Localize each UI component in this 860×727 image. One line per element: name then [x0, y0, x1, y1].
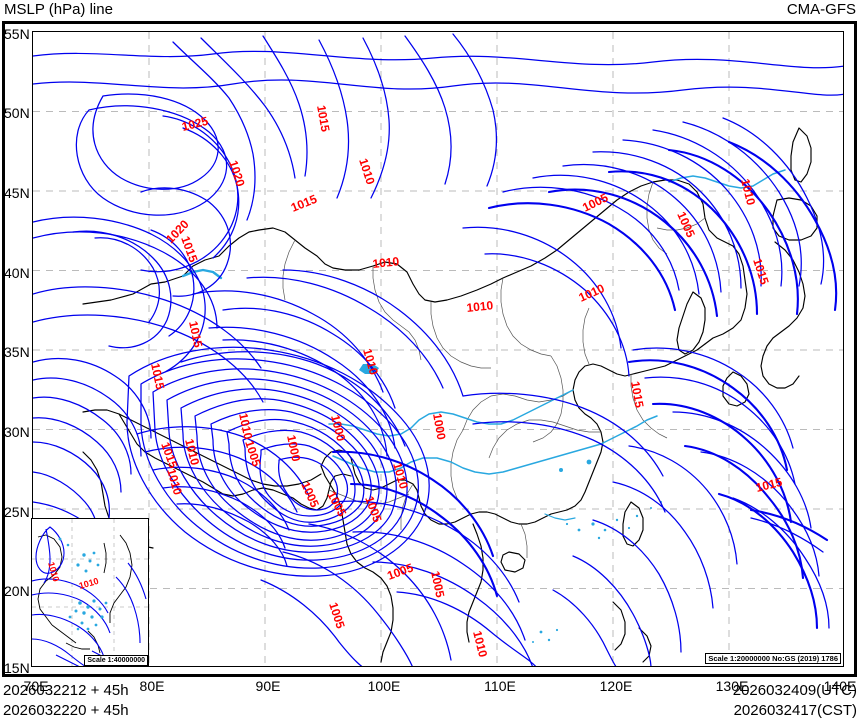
lat-label-35n: 35N: [4, 344, 30, 360]
contour-labels: 1025 1020 1020 1015 1010 1015 1015 1015 …: [148, 104, 784, 659]
contour-label-1015h: 1015: [158, 440, 180, 470]
contour-label-1015b: 1015: [289, 192, 319, 215]
lon-label-100e: 100E: [367, 678, 401, 694]
contour-label-1015a: 1015: [314, 104, 332, 133]
contour-label-1010h: 1010: [236, 412, 255, 441]
lon-label-110e: 110E: [484, 678, 516, 694]
contour-label-1005d: 1005: [324, 489, 349, 519]
map-plot-area[interactable]: 1025 1020 1020 1015 1010 1015 1015 1015 …: [32, 31, 844, 667]
contour-label-1010k: 1010: [470, 629, 490, 659]
contour-label-1010a: 1010: [356, 157, 378, 187]
inset-water: [58, 537, 108, 631]
inset-contour-label-1010b: 1010: [78, 576, 100, 591]
contour-label-1015d: 1015: [186, 320, 205, 349]
contour-label-1000a: 1000: [284, 434, 303, 463]
footer-init-utc: 2026032212 + 45h: [3, 682, 129, 699]
coastlines: [82, 127, 818, 663]
contour-label-1005c: 1005: [298, 480, 322, 510]
map-scale-label: Scale 1:20000000 No:GS (2019) 1786: [705, 653, 841, 664]
contour-label-1010g: 1010: [182, 437, 202, 467]
page-title: MSLP (hPa) line: [4, 1, 113, 18]
contour-label-1015i: 1015: [754, 475, 784, 495]
isobars: [33, 33, 843, 666]
lon-label-140e: 140E: [823, 678, 857, 694]
lon-label-80e: 80E: [139, 678, 165, 694]
footer-init-cst: 2026032220 + 45h: [3, 702, 129, 719]
lat-label-50n: 50N: [4, 105, 30, 121]
chart-frame: [2, 21, 857, 677]
inset-contour-labels: 1010 1010: [46, 561, 100, 591]
lon-label-130e: 130E: [715, 678, 749, 694]
lat-label-45n: 45N: [4, 185, 30, 201]
lat-label-40n: 40N: [4, 265, 30, 281]
lat-label-20n: 20N: [4, 583, 30, 599]
contour-label-1015f: 1015: [628, 380, 646, 409]
contour-label-1015c: 1015: [178, 234, 200, 264]
footer-valid-utc: 2026032409(UTC): [732, 682, 857, 699]
contour-label-1000b: 1000: [328, 413, 348, 443]
lat-label-55n: 55N: [4, 26, 30, 42]
footer-valid-cst: 2026032417(CST): [733, 702, 857, 719]
contour-label-1010e: 1010: [577, 281, 607, 305]
inset-coastlines: [37, 534, 133, 654]
lon-label-120e: 120E: [599, 678, 633, 694]
inset-isobars: [32, 526, 147, 666]
rivers: [181, 169, 786, 643]
contour-label-1005f: 1005: [428, 570, 447, 599]
model-label: CMA-GFS: [786, 1, 856, 18]
inset-map-south-china-sea[interactable]: 1010 1010 Scale 1:40000000: [31, 518, 149, 667]
contour-label-1020: 1020: [226, 159, 248, 189]
contour-label-1010c: 1010: [466, 298, 494, 315]
contour-label-1025: 1025: [180, 114, 210, 134]
lat-label-15n: 15N: [4, 660, 30, 676]
lat-label-30n: 30N: [4, 424, 30, 440]
lat-label-25n: 25N: [4, 504, 30, 520]
inset-scale-label: Scale 1:40000000: [84, 655, 148, 666]
inset-graticule: [32, 519, 148, 666]
contour-label-1010f: 1010: [738, 177, 758, 207]
contour-label-1010b: 1010: [372, 254, 400, 271]
contour-label-1015g: 1015: [148, 362, 167, 391]
lon-label-90e: 90E: [255, 678, 281, 694]
inset-contour-map: 1010 1010: [32, 519, 148, 666]
lon-label-70e: 70E: [23, 678, 49, 694]
mslp-contour-map: 1025 1020 1020 1015 1010 1015 1015 1015 …: [33, 32, 843, 666]
contour-label-1005h: 1005: [326, 601, 348, 631]
contour-label-1000c: 1000: [430, 412, 448, 441]
